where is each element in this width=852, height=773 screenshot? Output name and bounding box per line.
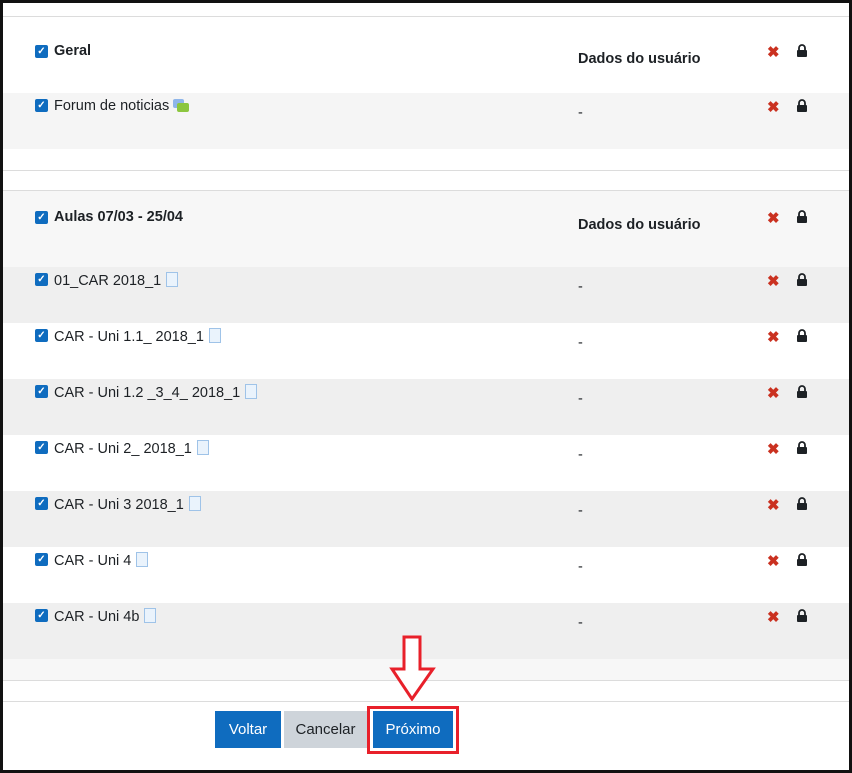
section-title: Geral xyxy=(54,43,91,59)
include-checkbox[interactable]: ✓ xyxy=(35,329,48,342)
remove-icon[interactable]: ✖ xyxy=(767,609,780,626)
include-checkbox[interactable]: ✓ xyxy=(35,273,48,286)
section-header-row: ✓ Aulas 07/03 - 25/04 Dados do usuário ✖ xyxy=(3,190,849,267)
file-icon xyxy=(196,440,209,455)
include-checkbox[interactable]: ✓ xyxy=(35,609,48,622)
include-checkbox[interactable]: ✓ xyxy=(35,553,48,566)
user-data-value: - xyxy=(578,279,583,295)
user-data-value: - xyxy=(578,391,583,407)
file-icon xyxy=(144,608,157,623)
cancel-button[interactable]: Cancelar xyxy=(284,711,367,748)
divider xyxy=(3,170,849,171)
activity-row: ✓ CAR - Uni 1.1_ 2018_1 - ✖ xyxy=(3,323,849,379)
include-checkbox[interactable]: ✓ xyxy=(35,441,48,454)
file-icon xyxy=(166,272,179,287)
activity-row: ✓ CAR - Uni 4b - ✖ xyxy=(3,603,849,659)
arrow-down-icon xyxy=(389,635,436,701)
label-text: CAR - Uni 1.1_ 2018_1 xyxy=(54,329,204,345)
remove-icon[interactable]: ✖ xyxy=(767,497,780,514)
lock-icon[interactable] xyxy=(797,441,807,454)
activity-label: CAR - Uni 4 xyxy=(54,552,149,569)
file-icon xyxy=(188,496,201,511)
activity-label: CAR - Uni 3 2018_1 xyxy=(54,496,201,513)
lock-icon[interactable] xyxy=(797,273,807,286)
highlight-box xyxy=(367,706,459,754)
label-text: Aulas 07/03 - 25/04 xyxy=(54,209,183,225)
activity-label: Forum de noticias xyxy=(54,98,190,114)
include-checkbox[interactable]: ✓ xyxy=(35,45,48,58)
include-checkbox[interactable]: ✓ xyxy=(35,99,48,112)
label-text: CAR - Uni 4 xyxy=(54,553,132,569)
activity-label: CAR - Uni 1.1_ 2018_1 xyxy=(54,328,221,345)
activity-row: ✓ CAR - Uni 3 2018_1 - ✖ xyxy=(3,491,849,547)
user-data-value: - xyxy=(578,335,583,351)
backup-settings-panel: ✓ Geral Dados do usuário ✖ ✓ Forum de no… xyxy=(3,3,849,770)
lock-icon[interactable] xyxy=(797,497,807,510)
lock-icon[interactable] xyxy=(797,609,807,622)
activity-row: ✓ Forum de noticias - ✖ xyxy=(3,93,849,149)
lock-icon[interactable] xyxy=(797,210,807,223)
forum-icon xyxy=(173,99,190,113)
user-data-header: Dados do usuário xyxy=(578,51,701,67)
file-icon xyxy=(136,552,149,567)
activity-row: ✓ 01_CAR 2018_1 - ✖ xyxy=(3,267,849,323)
next-button[interactable]: Próximo xyxy=(373,711,453,748)
lock-icon[interactable] xyxy=(797,44,807,57)
activity-label: CAR - Uni 1.2 _3_4_ 2018_1 xyxy=(54,384,258,401)
label-text: Geral xyxy=(54,43,92,59)
remove-icon[interactable]: ✖ xyxy=(767,441,780,458)
label-text: Forum de noticias xyxy=(54,98,170,114)
file-icon xyxy=(208,328,221,343)
activity-label: CAR - Uni 2_ 2018_1 xyxy=(54,440,209,457)
lock-icon[interactable] xyxy=(797,385,807,398)
activity-label: 01_CAR 2018_1 xyxy=(54,272,179,289)
include-checkbox[interactable]: ✓ xyxy=(35,385,48,398)
label-text: CAR - Uni 3 2018_1 xyxy=(54,497,184,513)
file-icon xyxy=(245,384,258,399)
user-data-value: - xyxy=(578,105,583,121)
remove-icon[interactable]: ✖ xyxy=(767,273,780,290)
label-text: 01_CAR 2018_1 xyxy=(54,273,162,289)
activity-row: ✓ CAR - Uni 1.2 _3_4_ 2018_1 - ✖ xyxy=(3,379,849,435)
remove-icon[interactable]: ✖ xyxy=(767,99,780,116)
user-data-value: - xyxy=(578,615,583,631)
back-button[interactable]: Voltar xyxy=(215,711,281,748)
remove-icon[interactable]: ✖ xyxy=(767,44,780,61)
user-data-value: - xyxy=(578,559,583,575)
include-checkbox[interactable]: ✓ xyxy=(35,497,48,510)
remove-icon[interactable]: ✖ xyxy=(767,385,780,402)
activity-row: ✓ CAR - Uni 4 - ✖ xyxy=(3,547,849,603)
divider xyxy=(3,16,849,17)
lock-icon[interactable] xyxy=(797,99,807,112)
user-data-value: - xyxy=(578,447,583,463)
section-header-row: ✓ Geral Dados do usuário ✖ xyxy=(3,24,849,93)
label-text: CAR - Uni 2_ 2018_1 xyxy=(54,441,192,457)
lock-icon[interactable] xyxy=(797,553,807,566)
activity-row: ✓ CAR - Uni 2_ 2018_1 - ✖ xyxy=(3,435,849,491)
label-text: CAR - Uni 4b xyxy=(54,609,140,625)
remove-icon[interactable]: ✖ xyxy=(767,210,780,227)
user-data-value: - xyxy=(578,503,583,519)
include-checkbox[interactable]: ✓ xyxy=(35,211,48,224)
divider xyxy=(3,701,849,702)
user-data-header: Dados do usuário xyxy=(578,217,701,233)
remove-icon[interactable]: ✖ xyxy=(767,553,780,570)
label-text: CAR - Uni 1.2 _3_4_ 2018_1 xyxy=(54,385,241,401)
lock-icon[interactable] xyxy=(797,329,807,342)
divider xyxy=(3,190,849,191)
activity-label: CAR - Uni 4b xyxy=(54,608,157,625)
remove-icon[interactable]: ✖ xyxy=(767,329,780,346)
section-title: Aulas 07/03 - 25/04 xyxy=(54,209,183,225)
